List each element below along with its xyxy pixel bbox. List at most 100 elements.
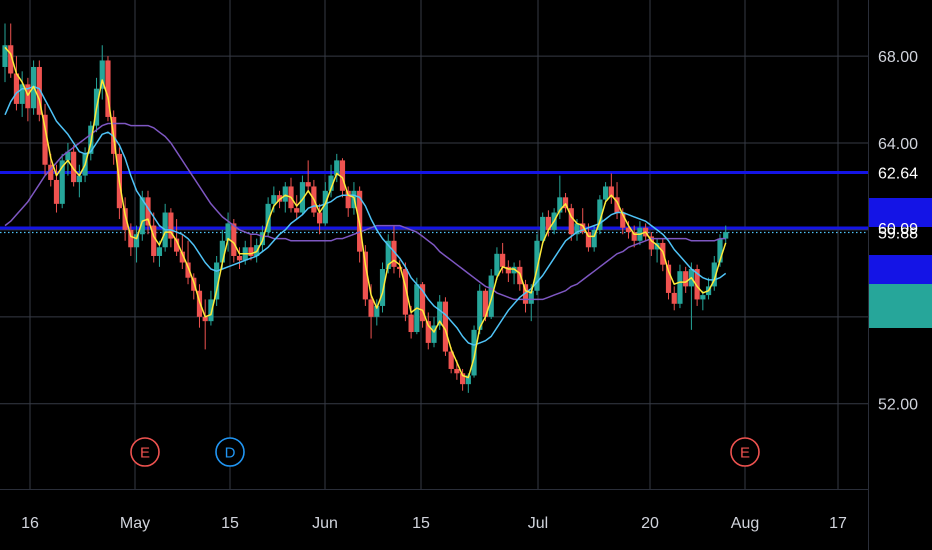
event-marker-circle[interactable] xyxy=(730,437,760,467)
candle-body xyxy=(562,197,569,209)
candle xyxy=(2,23,8,83)
candle xyxy=(362,245,368,306)
candle-body xyxy=(368,299,374,317)
candle-body xyxy=(133,234,140,248)
candle-body xyxy=(494,253,500,276)
candle-body xyxy=(431,325,437,343)
candle xyxy=(603,182,609,204)
candle xyxy=(248,234,254,261)
candle xyxy=(25,77,31,122)
candle-body xyxy=(385,240,391,270)
candle-body xyxy=(625,227,632,233)
candle-body xyxy=(591,229,597,248)
candle-body xyxy=(122,208,128,230)
event-marker-circle[interactable] xyxy=(215,437,245,467)
price-tag[interactable]: 62.64 xyxy=(869,166,932,227)
candle-body xyxy=(53,179,60,204)
candle-body xyxy=(339,160,346,191)
candle-body xyxy=(2,45,8,67)
ma-fast-line xyxy=(4,46,727,379)
candle-body xyxy=(528,290,534,304)
candle-body xyxy=(454,368,460,374)
candle-body xyxy=(442,301,449,352)
candle xyxy=(202,299,208,350)
price-tag[interactable]: 59.88 xyxy=(869,226,932,328)
event-marker[interactable]: D xyxy=(215,437,245,467)
candle xyxy=(185,240,191,285)
candle-body xyxy=(219,240,225,263)
candle-body xyxy=(128,229,134,248)
candle-body xyxy=(185,262,191,278)
candle-body xyxy=(437,301,443,326)
price-tag[interactable]: 60.09 xyxy=(869,221,932,284)
candle-body xyxy=(448,351,454,369)
candle-body xyxy=(99,60,105,89)
candle xyxy=(53,164,60,213)
candle xyxy=(477,284,483,335)
candle-body xyxy=(139,197,145,235)
price-tag-label: 60.09 xyxy=(878,221,918,238)
candle xyxy=(174,219,180,256)
candle-body xyxy=(397,266,403,270)
candle xyxy=(442,297,449,356)
ma-mid-line xyxy=(4,85,727,346)
candle-body xyxy=(105,60,111,117)
x-tick-label: 20 xyxy=(641,515,659,532)
candle xyxy=(179,234,185,270)
candle xyxy=(214,255,220,306)
candle xyxy=(402,262,408,322)
candle xyxy=(76,164,82,198)
event-marker[interactable]: E xyxy=(130,437,160,467)
candle-body xyxy=(608,186,614,198)
candle-body xyxy=(276,195,283,202)
candle-body xyxy=(179,251,185,263)
candle-body xyxy=(76,175,82,183)
candle xyxy=(122,197,128,241)
event-marker-label: E xyxy=(740,445,750,462)
candle-body xyxy=(471,329,477,376)
candle-body xyxy=(545,216,551,230)
candle-body xyxy=(374,305,380,317)
candle-body xyxy=(225,223,231,241)
candle-body xyxy=(214,262,220,300)
candle xyxy=(608,173,614,204)
x-tick-label: 17 xyxy=(829,515,847,532)
candle-body xyxy=(677,271,683,304)
candle xyxy=(711,255,717,291)
candle-body xyxy=(482,290,489,317)
y-tick-label: 68.00 xyxy=(878,49,918,66)
candle xyxy=(265,197,271,237)
price-tag-box xyxy=(869,198,932,227)
candle xyxy=(671,286,677,311)
candle-body xyxy=(13,73,20,104)
candle xyxy=(225,212,231,252)
candle xyxy=(391,225,397,274)
candle-body xyxy=(282,186,288,202)
candle xyxy=(196,284,203,328)
time-axis[interactable]: 16 May 15 Jun 15 Jul 20 Aug 17 xyxy=(21,515,847,532)
candle-body xyxy=(71,151,77,183)
candle-body xyxy=(694,269,700,300)
price-tag-box xyxy=(869,284,932,328)
candle-body xyxy=(648,236,654,250)
candle-body xyxy=(465,375,471,385)
candle xyxy=(65,143,71,176)
candle-body xyxy=(700,295,706,300)
candle-body xyxy=(248,247,254,256)
candle xyxy=(208,290,214,326)
y-tick-label: 52.00 xyxy=(878,397,918,414)
candle-body xyxy=(36,66,42,115)
candle xyxy=(236,247,243,270)
candle-body xyxy=(174,238,180,252)
event-marker[interactable]: E xyxy=(730,437,760,467)
candle-body xyxy=(671,292,677,304)
candle-body xyxy=(511,266,517,274)
candle-body xyxy=(614,197,620,213)
candle xyxy=(42,103,48,176)
event-marker-circle[interactable] xyxy=(130,437,160,467)
candle xyxy=(677,264,683,309)
candle-body xyxy=(334,160,340,176)
candle-body xyxy=(402,269,408,315)
